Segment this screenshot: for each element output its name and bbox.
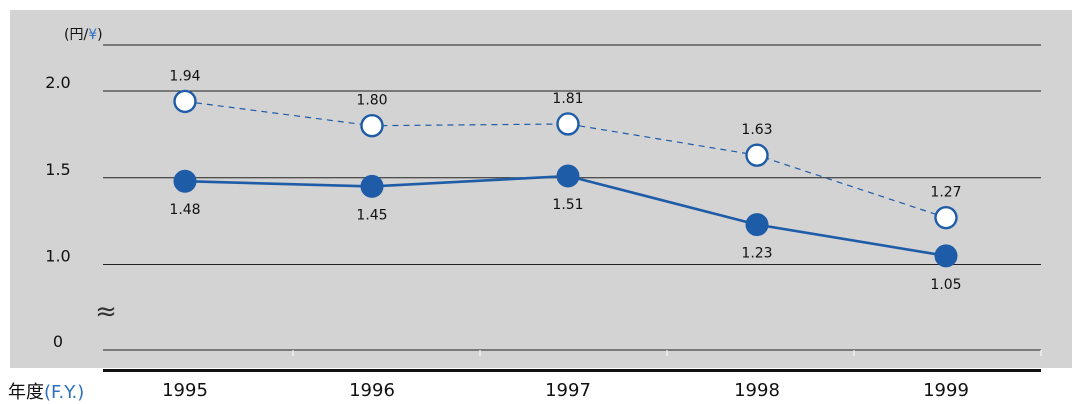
data-label: 1.51	[552, 197, 583, 213]
x-axis-line	[103, 369, 1041, 372]
data-label: 1.23	[741, 246, 772, 262]
series-line-solid	[184, 174, 947, 258]
filled-point	[360, 174, 384, 198]
yen-symbol: ¥	[88, 27, 98, 43]
x-axis-label: 年度(F.Y.)	[8, 378, 84, 404]
axis-break-mark: ≈	[95, 297, 117, 327]
x-tick-label: 1999	[923, 380, 969, 401]
y-tick-label: 1.5	[45, 160, 70, 179]
data-label: 1.27	[930, 185, 961, 201]
filled-point	[173, 169, 197, 193]
x-axis-label-main: 年度	[8, 382, 44, 403]
filled-point	[745, 213, 769, 237]
open-point	[556, 112, 580, 136]
filled-point	[556, 164, 580, 188]
x-axis-label-fy: (F.Y.)	[44, 382, 85, 403]
y-unit-label: (円/¥)	[64, 24, 103, 44]
y-tick-label: 2.0	[45, 73, 70, 92]
y-tick-label: 1.0	[45, 247, 70, 266]
data-label: 1.81	[552, 91, 583, 107]
series-line-dashed	[184, 100, 947, 219]
x-tick-label: 1998	[734, 380, 780, 401]
x-tick-label: 1997	[545, 380, 591, 401]
open-point	[934, 205, 958, 230]
y-unit-text: (円/	[64, 27, 89, 43]
y-tick-label: 0	[53, 332, 63, 351]
data-label: 1.94	[169, 68, 200, 84]
data-label: 1.05	[930, 277, 961, 293]
data-label: 1.80	[356, 93, 387, 109]
filled-point	[934, 244, 958, 268]
open-point	[745, 143, 769, 167]
x-tick-label: 1996	[349, 380, 395, 401]
x-tick-label: 1995	[162, 380, 208, 401]
y-unit-close: )	[97, 27, 103, 43]
data-label: 1.45	[356, 207, 387, 223]
data-label: 1.48	[169, 202, 200, 218]
data-label: 1.63	[741, 122, 772, 138]
open-point	[360, 113, 384, 138]
open-point	[173, 89, 197, 114]
